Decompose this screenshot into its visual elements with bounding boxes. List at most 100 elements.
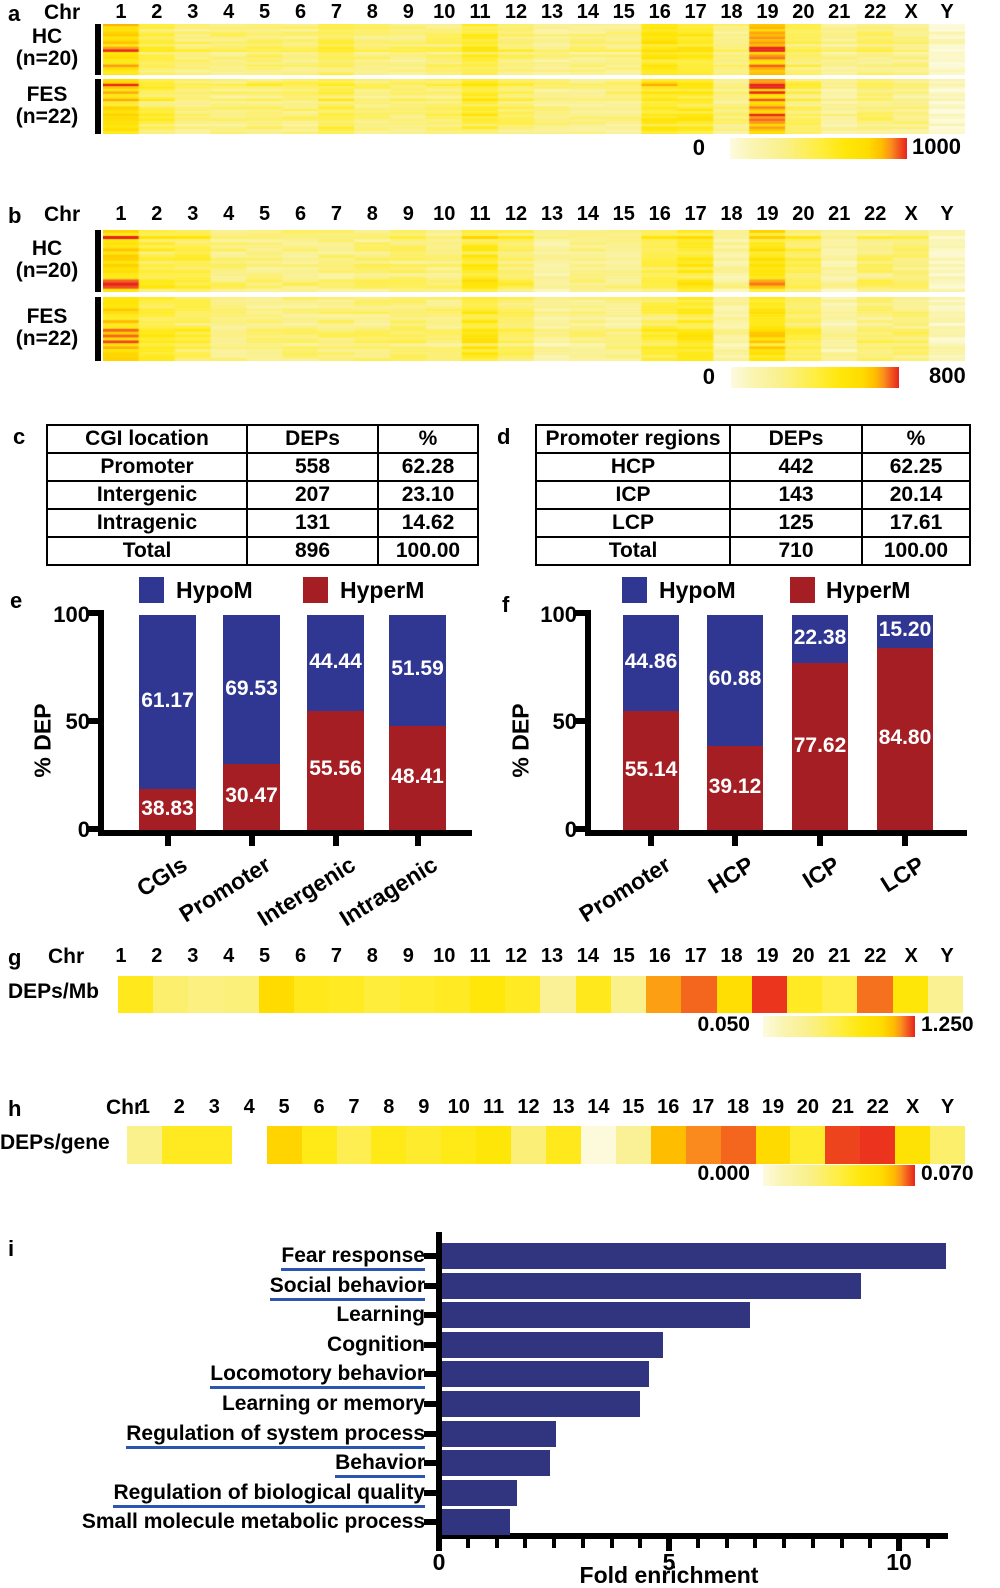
heat-cell-chr16: [650, 1126, 686, 1164]
chr-label-9: 9: [402, 203, 414, 225]
panel-a-colorbar-min: 0: [692, 135, 705, 160]
i-category-tick-7: [424, 1460, 436, 1467]
panel-e-legend-hyper-label: HyperM: [340, 577, 425, 603]
panel-f-y-axis-label: % DEP: [507, 703, 534, 778]
table-cell: 207: [246, 480, 379, 510]
i-category-tick-5: [424, 1401, 436, 1407]
chr-label-18: 18: [726, 1096, 750, 1118]
panel-f-legend-hypo-swatch: [622, 577, 647, 603]
x-tick-Promoter: [648, 836, 654, 846]
heat-cell-chr20: [790, 1126, 826, 1164]
table-cell: 896: [246, 536, 379, 566]
chr-label-19: 19: [756, 945, 779, 967]
i-category-label-7: Behavior: [20, 1450, 425, 1479]
chr-label-11: 11: [469, 1, 491, 23]
panel-c-letter: c: [13, 424, 26, 449]
table-d: Promoter regions DEPs% HCP 442 62.25 ICP 143 20…: [535, 424, 971, 566]
bar-Intragenic-hyperM: [389, 725, 446, 830]
chr-label-20: 20: [796, 1096, 819, 1118]
panel-a-chromosome-labels: 1 2 3 4 5 6 7 8 9 10 11 12 13 14 15 16 17 18 19 20 21 22 X Y: [103, 1, 965, 24]
bar-LCP-hypoM: [877, 615, 933, 648]
chr-label-21: 21: [828, 945, 851, 967]
panel-b-colorbar: [731, 367, 899, 388]
chr-label-17: 17: [691, 1096, 715, 1118]
i-category-text: Learning or memory: [221, 1392, 425, 1415]
panel-e-letter: e: [10, 588, 23, 613]
bar-HCP-hypoM: [707, 615, 763, 746]
chr-label-9: 9: [402, 1, 414, 23]
table-row: Promoter 558 62.28: [46, 452, 479, 482]
chr-label-13: 13: [540, 203, 564, 225]
chr-label-8: 8: [366, 203, 378, 225]
chr-label-10: 10: [433, 945, 456, 967]
chr-label-12: 12: [504, 1, 528, 23]
i-bar-4: [442, 1361, 649, 1388]
bar-Promoter-hyperM-value: 55.14: [624, 757, 678, 781]
i-category-tick-1: [424, 1282, 436, 1289]
x-tick-Intergenic: [332, 836, 339, 846]
chr-label-X: X: [904, 945, 918, 967]
i-category-label-4: Locomotory behavior: [20, 1361, 425, 1390]
chr-label-10: 10: [433, 203, 456, 225]
chr-label-7: 7: [330, 1, 343, 23]
chr-label-4: 4: [223, 945, 235, 967]
table-row: Intragenic 131 14.62: [46, 508, 479, 538]
chr-label-9: 9: [418, 1096, 430, 1118]
panel-h-row-label: DEPs/gene: [0, 1131, 110, 1154]
heat-cell-chrX: [895, 1126, 931, 1164]
table-cell: Intragenic: [46, 508, 248, 538]
panel-f-tick-0: [575, 826, 589, 832]
heat-cell-chr18: [716, 976, 752, 1013]
i-minor-tick-6: [609, 1539, 614, 1548]
table-cell: 62.25: [861, 452, 971, 482]
heat-cell-chr15: [615, 1126, 651, 1164]
bar-Promoter-hyperM-value: 30.47: [225, 784, 278, 808]
panel-f-legend-hyper-label: HyperM: [826, 577, 911, 603]
heat-cell-chr6: [301, 1126, 337, 1164]
table-header-cell: DEPs: [246, 424, 379, 454]
table-header-cell: Promoter regions: [535, 424, 731, 454]
chr-label-7: 7: [330, 203, 343, 225]
chr-label-18: 18: [720, 945, 743, 967]
chr-label-22: 22: [864, 945, 887, 967]
panel-i-xtick-10: 10: [886, 1549, 912, 1575]
chr-label-22: 22: [864, 1, 887, 23]
bar-Intragenic-hypoM: [389, 615, 446, 726]
panel-g-chr-header: Chr: [48, 945, 85, 968]
i-minor-tick-13: [810, 1539, 815, 1548]
chr-label-5: 5: [259, 203, 271, 225]
i-major-tick-0: [436, 1539, 442, 1551]
chr-label-18: 18: [720, 1, 743, 23]
i-category-text-underlined: Regulation of biological quality: [113, 1480, 425, 1508]
chr-label-1: 1: [138, 1096, 151, 1118]
panel-i-x-axis-label: Fold enrichment: [579, 1562, 759, 1588]
chr-label-6: 6: [294, 1, 307, 23]
chr-label-21: 21: [831, 1096, 854, 1118]
chr-label-21: 21: [828, 203, 851, 225]
i-category-text-underlined: Behavior: [335, 1451, 425, 1479]
heat-cell-chr21: [825, 1126, 861, 1164]
i-minor-tick-2: [494, 1539, 499, 1548]
chr-label-1: 1: [115, 203, 127, 225]
heat-cell-chr4: [223, 976, 259, 1013]
chr-label-5: 5: [259, 945, 271, 967]
bar-ICP-hyperM: [792, 663, 848, 830]
table-cell: 14.62: [377, 508, 479, 538]
panel-a-letter: a: [8, 1, 21, 26]
panel-a-hc-axis-bar: [95, 24, 101, 75]
i-category-text-underlined: Locomotory behavior: [210, 1362, 425, 1390]
heat-cell-chr17: [681, 976, 717, 1013]
panel-g-colorbar-min: 0.050: [697, 1013, 750, 1036]
panel-b-colorbar-min: 0: [702, 364, 715, 389]
bar-Intragenic-hypoM-value: 51.59: [391, 657, 444, 681]
panel-b-chr-header: Chr: [44, 203, 81, 226]
heat-cell-chr1: [118, 976, 154, 1013]
bar-CGIs-hyperM: [139, 789, 196, 830]
panel-d-letter: d: [497, 424, 511, 449]
bar-Promoter-hypoM: [223, 615, 280, 765]
x-tick-CGIs: [164, 836, 171, 846]
panel-f-ytick-100: 100: [540, 602, 577, 627]
panel-i-y-axis: [436, 1232, 442, 1539]
chr-label-20: 20: [792, 203, 815, 225]
panel-g-chromosome-labels: 1 2 3 4 5 6 7 8 9 10 11 12 13 14 15 16 17 18 19 20 21 22 X Y: [103, 945, 965, 968]
